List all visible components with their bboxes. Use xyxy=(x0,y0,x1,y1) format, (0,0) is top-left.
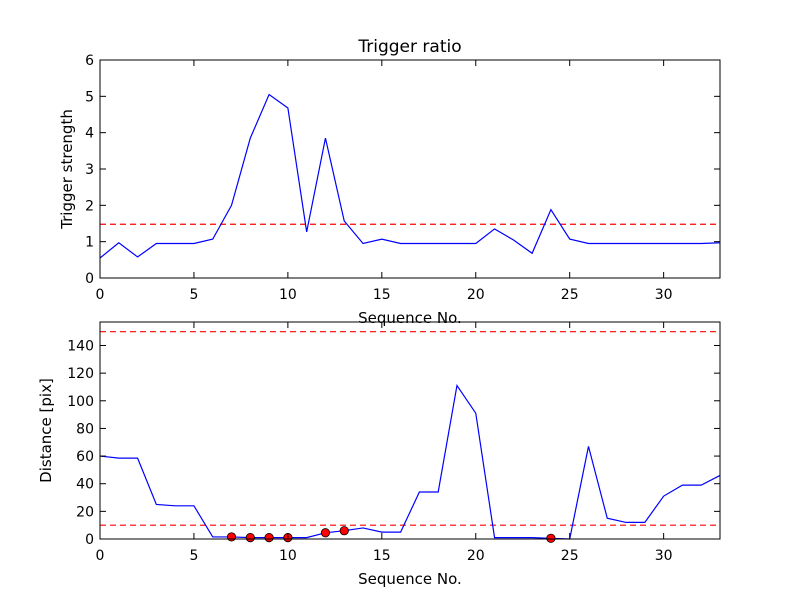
chart1-y-tick-label: 6 xyxy=(85,53,94,69)
chart2: 0 5 10 15 20 25 30 0 20 40 60 80 100 120 140 Sequence N… xyxy=(37,321,721,588)
chart2-y-tick-label: 80 xyxy=(76,421,94,437)
chart2-plot-frame xyxy=(99,321,721,540)
chart1-y-tick-label: 4 xyxy=(85,126,94,142)
chart2-x-tick-label: 20 xyxy=(467,548,485,564)
chart2-point-marker xyxy=(226,532,237,542)
chart2-y-tick-label: 40 xyxy=(76,477,94,493)
chart1-x-axis-label: Sequence No. xyxy=(358,309,462,327)
chart2-series-line-0 xyxy=(99,384,721,540)
chart1-x-tick-label: 15 xyxy=(373,287,391,303)
chart2-point-marker xyxy=(264,533,274,543)
chart1-x-tick-label: 30 xyxy=(655,287,673,303)
chart2-y-tick-label: 100 xyxy=(67,394,94,410)
chart2-y-tick-label: 140 xyxy=(67,338,94,354)
chart2-y-axis-label: Distance [pix] xyxy=(37,378,55,483)
chart1: 0 5 10 15 20 25 30 0 1 2 3 4 5 6 Trigger ratio Sequence… xyxy=(58,37,721,327)
chart1-y-tick-label: 5 xyxy=(85,89,94,105)
chart1-x-tick-label: 10 xyxy=(279,287,297,303)
chart2-y-tick-label: 0 xyxy=(85,532,94,548)
chart2-y-tick-label: 120 xyxy=(67,366,94,382)
chart1-x-tick-label: 0 xyxy=(96,287,105,303)
chart1-series-line-0 xyxy=(99,93,721,259)
chart2-point-marker xyxy=(320,528,331,538)
chart1-y-axis-label: Trigger strength xyxy=(58,109,76,230)
chart2-point-marker xyxy=(546,533,556,543)
chart1-y-tick-label: 0 xyxy=(85,271,94,287)
chart1-x-tick-label: 20 xyxy=(467,287,485,303)
chart1-plot-frame xyxy=(99,59,721,279)
chart2-x-tick-label: 0 xyxy=(96,548,105,564)
chart2-x-tick-label: 25 xyxy=(561,548,579,564)
chart2-x-tick-label: 10 xyxy=(279,548,297,564)
chart1-y-tick-label: 2 xyxy=(85,198,94,214)
chart2-x-tick-label: 5 xyxy=(189,548,198,564)
chart1-x-tick-label: 5 xyxy=(189,287,198,303)
chart2-x-axis-label: Sequence No. xyxy=(358,570,462,588)
chart2-point-marker xyxy=(339,526,349,536)
chart1-x-tick-label: 25 xyxy=(561,287,579,303)
chart1-y-tick-label: 1 xyxy=(85,235,94,251)
chart1-y-tick-label: 3 xyxy=(85,162,94,178)
chart2-point-marker xyxy=(245,533,255,543)
chart2-x-tick-label: 15 xyxy=(373,548,391,564)
chart2-x-tick-label: 30 xyxy=(655,548,673,564)
chart2-y-tick-label: 20 xyxy=(76,504,94,520)
chart1-title: Trigger ratio xyxy=(357,37,461,57)
chart2-y-tick-label: 60 xyxy=(76,449,94,465)
